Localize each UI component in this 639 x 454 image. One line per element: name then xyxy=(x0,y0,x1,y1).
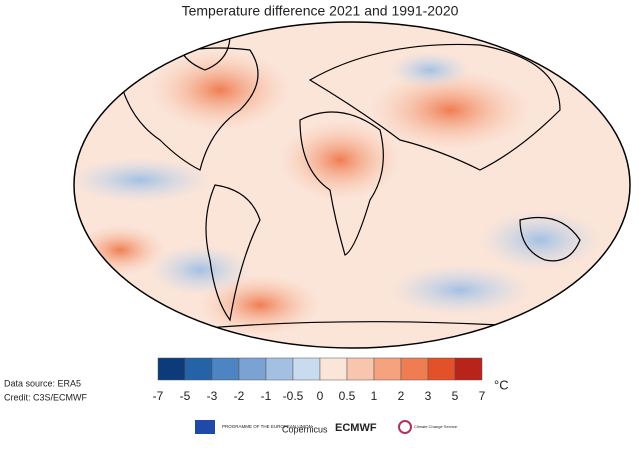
colorbar-bin xyxy=(211,357,240,381)
title: Temperature difference 2021 and 1991-202… xyxy=(182,3,459,19)
colorbar-tick-label: -2 xyxy=(234,389,245,403)
logo-ecmwf: ECMWF xyxy=(335,422,377,434)
colorbar-bin xyxy=(292,357,321,381)
colorbar-tick-label: -1 xyxy=(261,389,272,403)
colorbar-tick-label: -7 xyxy=(153,389,164,403)
c3s-icon xyxy=(398,420,412,434)
logo-copernicus: Copernicus xyxy=(282,424,328,434)
colorbar-tick-label: 1 xyxy=(371,389,378,403)
colorbar-bin xyxy=(319,357,348,381)
colorbar-bin xyxy=(373,357,402,381)
colorbar-tick-label: -0.5 xyxy=(283,389,304,403)
colorbar-bin xyxy=(454,357,483,381)
colorbar-tick-label: 0 xyxy=(317,389,324,403)
colorbar-tick-label: 2 xyxy=(398,389,405,403)
colorbar: -7 -5 -3 -2 -1 -0.5 0 0.5 1 2 3 5 7 xyxy=(153,357,486,403)
colorbar-bin xyxy=(184,357,213,381)
unit: °C xyxy=(494,377,509,392)
credit: Credit: C3S/ECMWF xyxy=(4,392,88,402)
colorbar-tick-label: -5 xyxy=(180,389,191,403)
logo-eu: PROGRAMME OF THE EUROPEAN UNION xyxy=(222,424,312,429)
eu-flag xyxy=(195,420,215,434)
colorbar-bin xyxy=(265,357,294,381)
globe-outline xyxy=(73,21,631,349)
map xyxy=(74,22,630,348)
colorbar-bin xyxy=(346,357,375,381)
colorbar-tick-label: 3 xyxy=(425,389,432,403)
colorbar-tick-label: 5 xyxy=(452,389,459,403)
source: Data source: ERA5 xyxy=(4,378,81,388)
colorbar-bin xyxy=(157,357,186,381)
colorbar-tick-label: 0.5 xyxy=(339,389,356,403)
colorbar-bin xyxy=(427,357,456,381)
colorbar-bin xyxy=(400,357,429,381)
colorbar-bin xyxy=(238,357,267,381)
colorbar-tick-label: 7 xyxy=(479,389,486,403)
colorbar-tick-label: -3 xyxy=(207,389,218,403)
logo-c3s: Climate Change Service xyxy=(414,424,458,429)
